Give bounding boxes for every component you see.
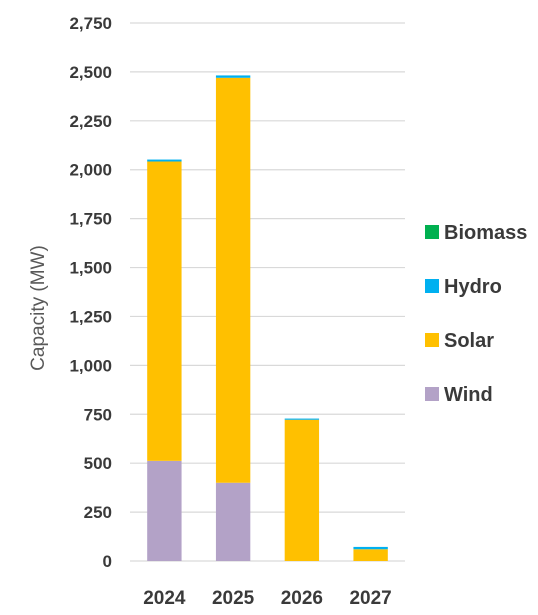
- legend-swatch: [425, 387, 439, 401]
- y-tick-label: 2,500: [69, 63, 112, 82]
- bar-solar-2024: [147, 161, 182, 461]
- legend-item-hydro: Hydro: [425, 276, 502, 298]
- y-axis-title: Capacity (MW): [28, 245, 49, 371]
- x-axis-ticks: 2024 2025 2026 2027: [143, 588, 392, 609]
- y-tick-label: 2,750: [69, 14, 112, 33]
- bar-hydro-2026: [284, 418, 320, 420]
- x-tick-label: 2026: [281, 588, 323, 609]
- y-tick-label: 1,250: [69, 307, 112, 326]
- legend-item-solar: Solar: [425, 330, 494, 352]
- y-tick-label: 1,500: [69, 259, 112, 278]
- legend-label: Solar: [444, 330, 494, 352]
- legend-label: Wind: [444, 384, 493, 406]
- bar-solar-2026: [284, 419, 320, 561]
- y-tick-label: 500: [84, 454, 112, 473]
- bars: [147, 75, 388, 561]
- legend-swatch: [425, 279, 439, 293]
- bar-hydro-2024: [147, 159, 182, 162]
- legend-swatch: [425, 225, 439, 239]
- y-tick-label: 2,250: [69, 112, 112, 131]
- bar-solar-2027: [353, 549, 388, 561]
- bar-wind-2024: [147, 460, 182, 561]
- legend-swatch: [425, 333, 439, 347]
- y-tick-label: 1,000: [69, 356, 112, 375]
- legend-label: Hydro: [444, 276, 502, 298]
- legend-item-wind: Wind: [425, 384, 493, 406]
- bar-solar-2025: [215, 77, 251, 483]
- legend-label: Biomass: [444, 222, 527, 244]
- y-tick-label: 250: [84, 503, 112, 522]
- bar-wind-2025: [215, 482, 251, 561]
- y-tick-label: 750: [84, 405, 112, 424]
- y-tick-label: 2,000: [69, 161, 112, 180]
- bar-hydro-2025: [215, 75, 251, 78]
- x-tick-label: 2025: [212, 588, 255, 609]
- y-tick-label: 0: [103, 552, 112, 571]
- x-tick-label: 2024: [143, 588, 186, 609]
- legend: Biomass Hydro Solar Wind: [425, 222, 527, 406]
- y-tick-label: 1,750: [69, 210, 112, 229]
- y-axis-ticks: 0 250 500 750 1,000 1,250 1,500 1,750 2,000 2,250…: [69, 14, 112, 571]
- bar-hydro-2027: [353, 546, 388, 550]
- legend-item-biomass: Biomass: [425, 222, 527, 244]
- x-tick-label: 2027: [349, 588, 391, 609]
